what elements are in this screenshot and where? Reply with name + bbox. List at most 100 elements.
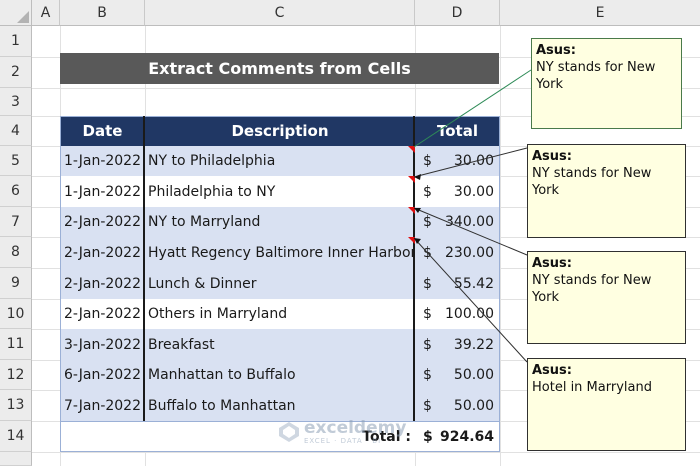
header-total[interactable]: Total <box>415 116 500 146</box>
column-divider <box>143 116 145 421</box>
connector-line <box>413 207 528 256</box>
comment-indicator[interactable] <box>408 207 415 214</box>
connector-line <box>413 147 528 178</box>
select-all-corner[interactable] <box>0 0 32 26</box>
cell-total[interactable]: $39.22 <box>415 329 500 360</box>
amount: 230.00 <box>445 244 494 261</box>
cell-total[interactable]: $30.00 <box>415 176 500 207</box>
cell-description[interactable]: Hyatt Regency Baltimore Inner Harbor <box>145 237 415 268</box>
cell-description[interactable]: Others in Marryland <box>145 299 415 329</box>
row-header-10[interactable]: 10 <box>0 299 32 329</box>
exceldemy-logo-icon <box>279 422 299 442</box>
header-description[interactable]: Description <box>145 116 415 146</box>
currency-symbol: $ <box>423 275 432 292</box>
comment-box[interactable]: Asus: NY stands for New York <box>531 38 682 129</box>
cell-description[interactable]: NY to Marryland <box>145 207 415 237</box>
comment-text: NY stands for New York <box>532 166 652 198</box>
total-amount-cell[interactable]: $924.64 <box>415 421 500 452</box>
total-amount: 924.64 <box>439 428 494 445</box>
comment-author: Asus: <box>536 43 576 58</box>
connector-arrowhead <box>414 238 421 244</box>
cell-date[interactable]: 1-Jan-2022 <box>60 146 145 176</box>
comment-text: Hotel in Marryland <box>532 380 652 395</box>
cell-description[interactable]: NY to Philadelphia <box>145 146 415 176</box>
row-header-8[interactable]: 8 <box>0 237 32 268</box>
row-header-6[interactable]: 6 <box>0 176 32 207</box>
watermark-tagline: EXCEL · DATA · BI <box>304 437 382 445</box>
select-all-triangle-icon <box>17 11 29 23</box>
row-header-11[interactable]: 11 <box>0 329 32 360</box>
comment-indicator[interactable] <box>408 176 415 183</box>
currency-symbol: $ <box>423 397 432 414</box>
comment-box[interactable]: Asus: NY stands for New York <box>527 251 686 344</box>
cell-total[interactable]: $230.00 <box>415 237 500 268</box>
cell-date[interactable]: 2-Jan-2022 <box>60 207 145 237</box>
sheet-title[interactable]: Extract Comments from Cells <box>60 53 499 84</box>
cell-date[interactable]: 3-Jan-2022 <box>60 329 145 360</box>
currency-symbol: $ <box>423 183 432 200</box>
total-label[interactable]: Total : <box>60 421 415 452</box>
row-header-5[interactable]: 5 <box>0 146 32 176</box>
header-date[interactable]: Date <box>60 116 145 146</box>
currency-symbol: $ <box>423 153 432 169</box>
comment-author: Asus: <box>532 363 572 378</box>
comment-author: Asus: <box>532 149 572 164</box>
currency-symbol: $ <box>423 214 432 230</box>
cell-date[interactable]: 6-Jan-2022 <box>60 360 145 390</box>
gridline <box>500 26 501 466</box>
column-header-a[interactable]: A <box>32 0 60 26</box>
connector-arrowhead <box>414 174 421 180</box>
amount: 50.00 <box>453 397 494 414</box>
cell-description[interactable]: Manhattan to Buffalo <box>145 360 415 390</box>
amount: 30.00 <box>453 183 494 200</box>
connector-line <box>413 237 528 363</box>
connector-arrowhead <box>414 208 421 213</box>
cell-total[interactable]: $30.00 <box>415 146 500 176</box>
row-header-1[interactable]: 1 <box>0 26 32 57</box>
watermark-brand: exceldemy <box>304 418 407 438</box>
cell-total[interactable]: $340.00 <box>415 207 500 237</box>
cell-date[interactable]: 2-Jan-2022 <box>60 299 145 329</box>
comment-box[interactable]: Asus: Hotel in Marryland <box>527 358 686 451</box>
amount: 39.22 <box>453 336 494 353</box>
cell-description[interactable]: Philadelphia to NY <box>145 176 415 207</box>
column-header-d[interactable]: D <box>415 0 500 26</box>
cell-total[interactable]: $50.00 <box>415 360 500 390</box>
cell-total[interactable]: $100.00 <box>415 299 500 329</box>
cell-date[interactable]: 2-Jan-2022 <box>60 268 145 299</box>
gridline <box>32 88 700 89</box>
connector-line <box>413 69 532 148</box>
row-header-9[interactable]: 9 <box>0 268 32 299</box>
cell-description[interactable]: Breakfast <box>145 329 415 360</box>
gridline <box>32 452 700 453</box>
comment-author: Asus: <box>532 256 572 271</box>
column-header-e[interactable]: E <box>500 0 700 26</box>
row-header-7[interactable]: 7 <box>0 207 32 237</box>
row-header-4[interactable]: 4 <box>0 116 32 146</box>
row-header-14[interactable]: 14 <box>0 421 32 452</box>
row-header-13[interactable]: 13 <box>0 390 32 421</box>
cell-total[interactable]: $55.42 <box>415 268 500 299</box>
row-header-2[interactable]: 2 <box>0 57 32 88</box>
comment-text: NY stands for New York <box>536 60 656 92</box>
currency-symbol: $ <box>423 306 432 322</box>
comment-box[interactable]: Asus: NY stands for New York <box>527 144 686 238</box>
cell-date[interactable]: 2-Jan-2022 <box>60 237 145 268</box>
watermark-text: exceldemy EXCEL · DATA · BI <box>304 419 406 445</box>
comment-indicator[interactable] <box>408 237 415 244</box>
cell-description[interactable]: Buffalo to Manhattan <box>145 390 415 421</box>
comment-indicator[interactable] <box>408 146 415 153</box>
column-header-b[interactable]: B <box>60 0 145 26</box>
column-divider <box>413 116 415 421</box>
cell-date[interactable]: 7-Jan-2022 <box>60 390 145 421</box>
amount: 50.00 <box>453 367 494 383</box>
comment-text: NY stands for New York <box>532 273 652 305</box>
row-header-3[interactable]: 3 <box>0 88 32 116</box>
column-header-c[interactable]: C <box>145 0 415 26</box>
cell-description[interactable]: Lunch & Dinner <box>145 268 415 299</box>
cell-total[interactable]: $50.00 <box>415 390 500 421</box>
row-header-12[interactable]: 12 <box>0 360 32 390</box>
cell-date[interactable]: 1-Jan-2022 <box>60 176 145 207</box>
